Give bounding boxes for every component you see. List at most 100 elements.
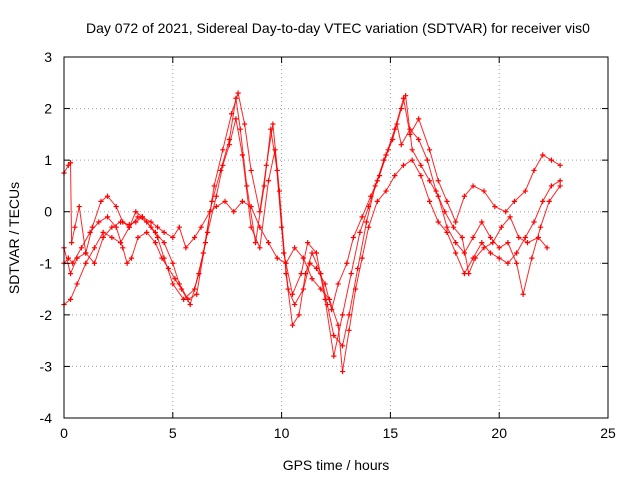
data-point-marker xyxy=(133,209,139,215)
x-tick-label: 25 xyxy=(600,425,616,441)
data-point-marker xyxy=(548,183,555,189)
x-tick-label: 20 xyxy=(491,425,507,441)
data-point-marker xyxy=(83,250,89,256)
data-point-marker xyxy=(144,229,150,235)
data-point-marker xyxy=(124,260,130,266)
data-point-marker xyxy=(453,240,459,246)
data-point-marker xyxy=(548,157,555,163)
data-point-marker xyxy=(435,178,441,184)
data-point-marker xyxy=(231,209,237,215)
data-point-marker xyxy=(91,245,98,251)
data-point-marker xyxy=(424,157,430,163)
data-point-marker xyxy=(324,301,330,308)
data-point-marker xyxy=(67,160,74,166)
data-point-marker xyxy=(470,234,476,241)
series-trace xyxy=(63,159,561,373)
data-point-marker xyxy=(407,126,413,132)
data-point-marker xyxy=(490,240,496,246)
y-tick-label: -3 xyxy=(40,358,53,374)
data-point-marker xyxy=(213,203,219,210)
data-point-marker xyxy=(257,245,263,251)
data-point-marker xyxy=(540,152,546,158)
data-point-marker xyxy=(126,224,132,230)
data-point-marker xyxy=(505,260,511,266)
data-point-marker xyxy=(307,260,313,266)
y-tick-label: -4 xyxy=(40,410,53,426)
data-point-marker xyxy=(248,167,254,174)
data-point-marker xyxy=(109,224,115,230)
data-point-marker xyxy=(403,93,409,99)
data-point-marker xyxy=(557,178,563,184)
y-tick-label: 2 xyxy=(44,101,52,117)
data-point-marker xyxy=(400,162,407,168)
series-trace-d xyxy=(61,116,550,313)
data-point-marker xyxy=(109,234,115,241)
x-tick-label: 0 xyxy=(60,425,68,441)
x-axis-ticks: 0 5 10 15 20 25 xyxy=(60,57,616,441)
data-point-marker xyxy=(218,167,224,174)
data-point-marker xyxy=(496,245,502,251)
data-point-marker xyxy=(313,250,320,256)
data-point-marker xyxy=(67,296,74,302)
data-point-marker xyxy=(339,312,346,318)
data-point-marker xyxy=(514,250,520,256)
data-point-marker xyxy=(348,271,354,277)
data-point-marker xyxy=(453,219,459,225)
data-point-marker xyxy=(248,224,254,230)
data-point-marker xyxy=(226,142,232,148)
data-point-marker xyxy=(242,121,248,127)
x-axis-label: GPS time / hours xyxy=(283,457,390,473)
x-tick-label: 15 xyxy=(383,425,399,441)
data-point-marker xyxy=(487,234,494,241)
data-point-marker xyxy=(435,219,441,225)
data-point-marker xyxy=(176,224,182,230)
data-point-marker xyxy=(322,281,328,287)
data-point-marker xyxy=(91,260,98,266)
data-point-marker xyxy=(239,152,246,158)
data-point-marker xyxy=(492,203,498,210)
data-point-marker xyxy=(416,116,422,122)
data-point-marker xyxy=(507,214,513,220)
data-point-marker xyxy=(472,255,478,261)
y-axis-ticks: -4 -3 -2 -1 0 1 2 3 xyxy=(40,49,608,426)
data-point-marker xyxy=(263,162,269,168)
data-point-marker xyxy=(322,296,328,302)
data-point-marker xyxy=(459,234,465,241)
data-point-marker xyxy=(350,234,357,241)
data-point-marker xyxy=(535,234,541,241)
data-point-marker xyxy=(235,90,241,96)
data-point-marker xyxy=(120,245,126,251)
data-point-marker xyxy=(104,193,111,199)
data-point-marker xyxy=(96,219,102,225)
data-point-marker xyxy=(144,219,150,225)
data-point-marker xyxy=(318,286,324,292)
data-point-marker xyxy=(444,229,450,235)
data-point-marker xyxy=(426,178,433,184)
data-point-marker xyxy=(70,260,76,266)
data-point-marker xyxy=(409,147,415,153)
data-point-marker xyxy=(296,312,302,318)
data-point-marker xyxy=(496,255,502,261)
x-tick-label: 5 xyxy=(169,425,177,441)
data-point-marker xyxy=(161,240,167,246)
data-point-marker xyxy=(72,224,78,230)
data-point-marker xyxy=(335,322,341,328)
data-point-marker xyxy=(498,224,504,230)
data-point-marker xyxy=(274,255,280,261)
data-point-marker xyxy=(346,312,352,318)
data-point-marker xyxy=(537,224,544,230)
data-point-marker xyxy=(363,219,370,225)
data-point-marker xyxy=(335,281,341,287)
data-point-marker xyxy=(444,198,450,204)
data-point-marker xyxy=(344,260,350,266)
data-point-marker xyxy=(546,198,552,204)
data-point-marker xyxy=(524,240,531,246)
data-point-marker xyxy=(374,198,380,204)
data-point-marker xyxy=(433,188,439,194)
data-point-marker xyxy=(239,198,246,204)
data-point-marker xyxy=(178,286,185,292)
data-point-marker xyxy=(357,229,363,235)
data-point-marker xyxy=(187,301,193,308)
data-point-marker xyxy=(292,301,298,308)
